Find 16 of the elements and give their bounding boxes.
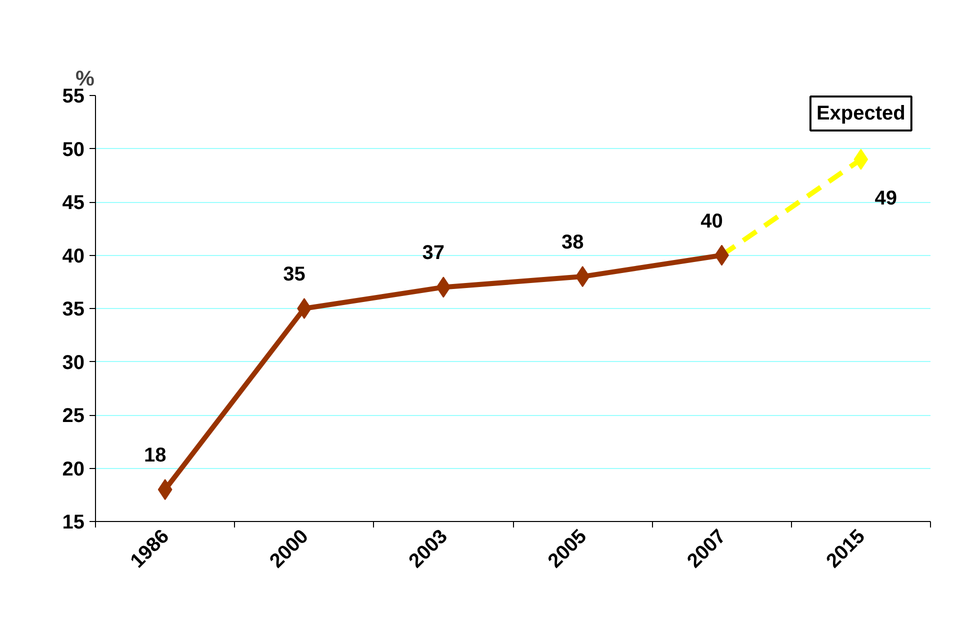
y-tick-label: 25: [62, 405, 85, 427]
y-tick-label: 45: [62, 192, 85, 214]
data-label: 49: [874, 187, 898, 210]
y-tick-label: 30: [62, 352, 85, 374]
y-tick-label: 40: [62, 245, 85, 268]
y-tick-label: 20: [62, 458, 85, 480]
y-tick-label: 35: [62, 298, 85, 320]
data-label: 37: [422, 242, 445, 264]
data-label: 35: [283, 264, 306, 286]
y-tick-label: 55: [62, 86, 85, 108]
annotation: Expected: [816, 102, 906, 124]
y-tick-label: 15: [62, 512, 85, 534]
y-tick-label: 50: [62, 138, 85, 161]
data-label: 18: [144, 444, 166, 467]
data-label: 40: [700, 210, 723, 232]
data-label: 38: [561, 232, 584, 254]
